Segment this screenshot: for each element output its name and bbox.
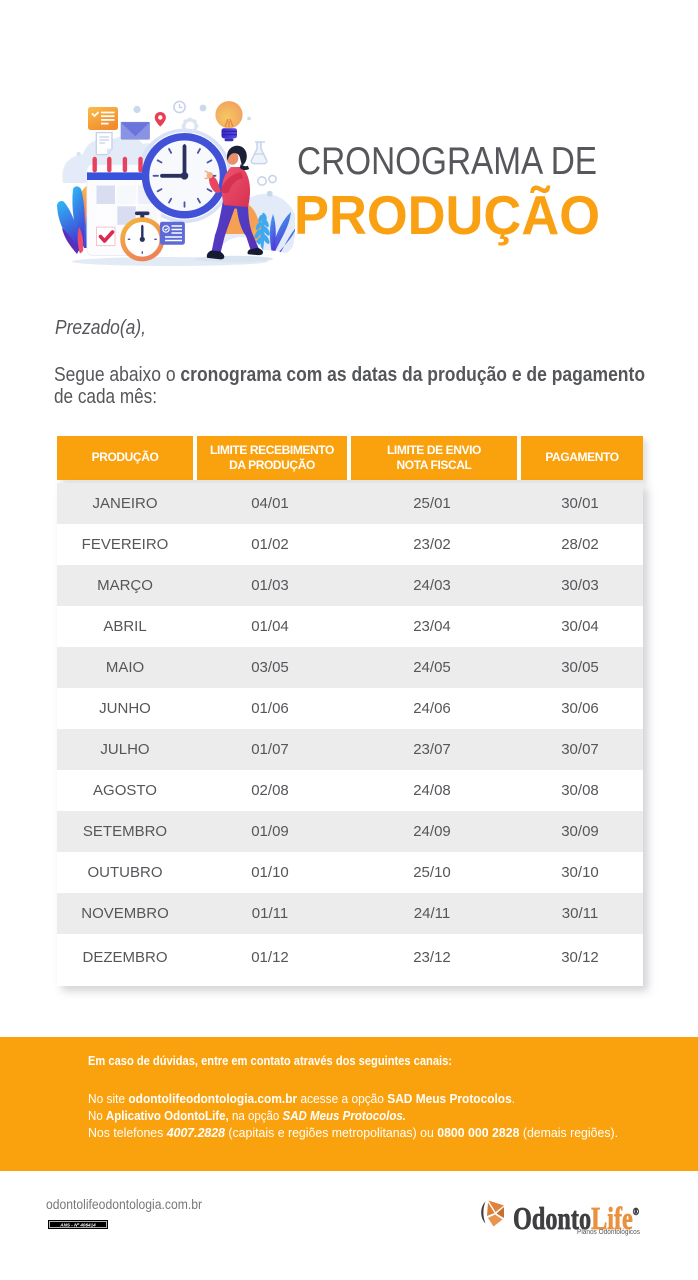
svg-text:ANS - Nº 406414: ANS - Nº 406414 bbox=[59, 1223, 96, 1228]
